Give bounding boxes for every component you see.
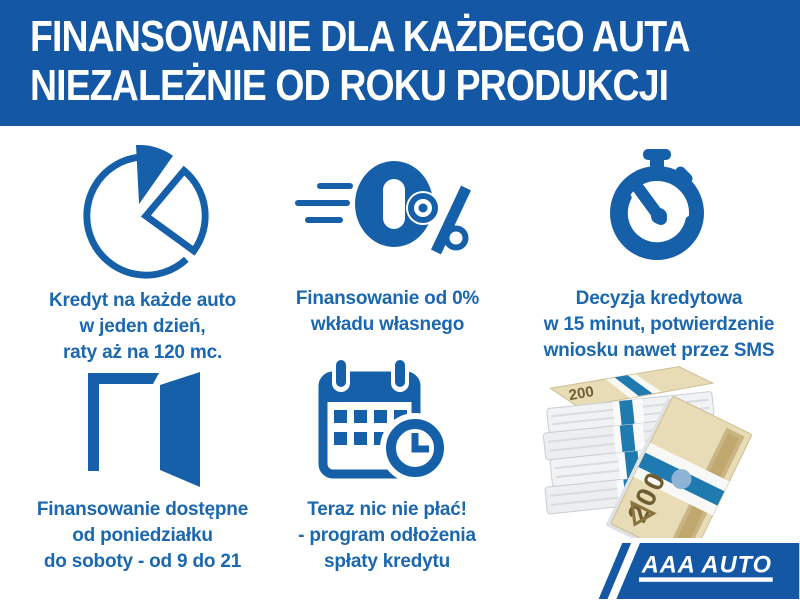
caption-line: Decyzja kredytowa bbox=[575, 288, 743, 309]
header-title-line1: FINANSOWANIE DLA KAŻDEGO AUTA bbox=[30, 12, 690, 61]
logo-text: AAA AUTO bbox=[641, 552, 772, 578]
logo-banner bbox=[616, 542, 800, 600]
zero-percent-icon bbox=[275, 138, 500, 286]
caption-line: Finansowanie dostępne bbox=[36, 499, 249, 520]
calendar-clock-icon bbox=[272, 352, 502, 497]
feature-zero-caption: Finansowanie od 0% wkładu własnego bbox=[275, 286, 500, 338]
caption-line: w jeden dzień, bbox=[79, 316, 206, 337]
banknotes-photo: 200 200 bbox=[523, 356, 795, 566]
aaa-auto-logo: AAA AUTO bbox=[592, 541, 800, 600]
feature-defer: Teraz nic nie płać! - program odłożenia … bbox=[272, 352, 502, 575]
open-door-icon bbox=[25, 352, 260, 497]
logo-underline bbox=[638, 577, 773, 582]
caption-line: raty aż na 120 mc. bbox=[62, 342, 223, 363]
caption-line: wniosku nawet przez SMS bbox=[543, 340, 775, 361]
header-title-line2: NIEZALEŻNIE OD ROKU PRODUKCJI bbox=[30, 61, 669, 110]
feature-zero-percent: Finansowanie od 0% wkładu własnego bbox=[275, 138, 500, 338]
caption-line: w 15 minut, potwierdzenie bbox=[543, 314, 775, 335]
caption-line: Finansowanie od 0% bbox=[295, 288, 480, 309]
header-banner: FINANSOWANIE DLA KAŻDEGO AUTA NIEZALEŻNI… bbox=[0, 0, 800, 126]
feature-defer-caption: Teraz nic nie płać! - program odłożenia … bbox=[272, 497, 502, 575]
caption-line: od poniedziałku bbox=[72, 525, 213, 546]
logo-sliver bbox=[598, 542, 632, 600]
caption-line: do soboty - od 9 do 21 bbox=[43, 551, 242, 572]
caption-line: Teraz nic nie płać! bbox=[307, 499, 467, 520]
caption-line: - program odłożenia bbox=[298, 525, 476, 546]
banknote-value-top: 200 bbox=[568, 383, 596, 404]
feature-decision-caption: Decyzja kredytowa w 15 minut, potwierdze… bbox=[535, 286, 783, 364]
stopwatch-icon bbox=[535, 138, 783, 286]
feature-availability: Finansowanie dostępne od poniedziałku do… bbox=[25, 352, 260, 575]
caption-line: spłaty kredytu bbox=[323, 551, 451, 572]
feature-loan: Kredyt na każde auto w jeden dzień, raty… bbox=[25, 138, 260, 366]
feature-loan-caption: Kredyt na każde auto w jeden dzień, raty… bbox=[25, 288, 260, 366]
leaning-bundle: 200 bbox=[606, 396, 752, 566]
feature-decision: Decyzja kredytowa w 15 minut, potwierdze… bbox=[535, 138, 783, 364]
caption-line: Kredyt na każde auto bbox=[48, 290, 237, 311]
caption-line: wkładu własnego bbox=[310, 314, 465, 335]
pie-chart-icon bbox=[25, 138, 260, 288]
feature-availability-caption: Finansowanie dostępne od poniedziałku do… bbox=[25, 497, 260, 575]
